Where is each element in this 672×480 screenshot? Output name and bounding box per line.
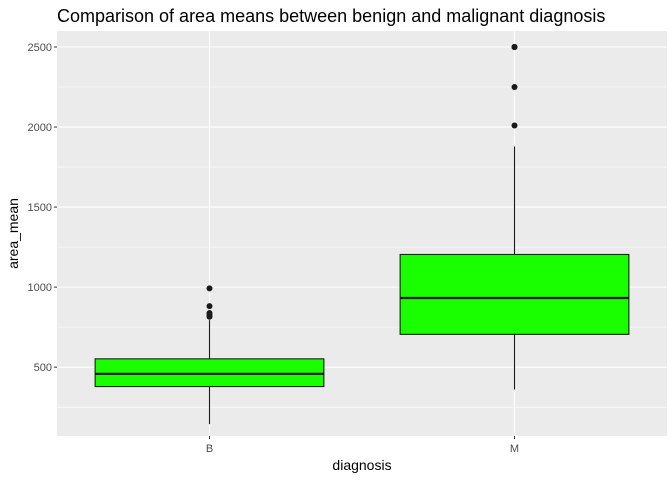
outlier-point <box>511 84 518 91</box>
outlier-point <box>206 313 213 320</box>
y-tick-label: 500 <box>34 362 52 374</box>
y-tick-label: 1000 <box>28 282 52 294</box>
box-B <box>94 285 325 425</box>
outlier-point <box>206 285 213 292</box>
y-tick-label: 2500 <box>28 42 52 54</box>
outlier-point <box>511 43 518 50</box>
outlier-point <box>511 122 518 129</box>
box-body <box>94 358 325 388</box>
axis-ticks: 500 1000 1500 2000 2500 B M <box>28 42 520 455</box>
x-tick-label: B <box>206 443 213 455</box>
boxes <box>94 43 630 425</box>
y-tick-label: 2000 <box>28 122 52 134</box>
box-M <box>399 43 630 390</box>
x-axis-title: diagnosis <box>332 457 391 473</box>
y-tick-label: 1500 <box>28 202 52 214</box>
outlier-point <box>206 303 213 310</box>
y-axis-title: area_mean <box>5 198 21 269</box>
chart-title: Comparison of area means between benign … <box>57 6 605 26</box>
x-tick-label: M <box>510 443 519 455</box>
box-body <box>399 253 630 335</box>
